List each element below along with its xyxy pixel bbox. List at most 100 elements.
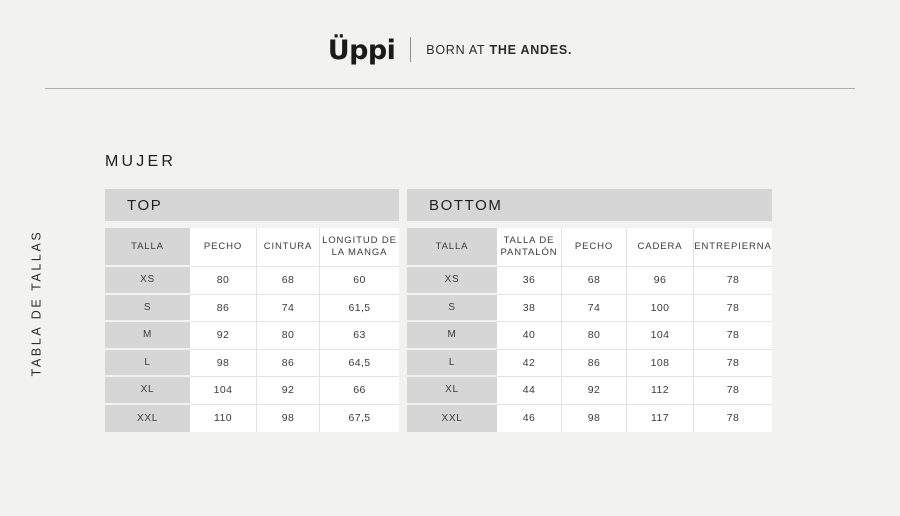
column-header-talla: TALLA: [407, 228, 497, 267]
cell-cintura: 74: [257, 294, 320, 322]
table-row: M 92 80 63: [105, 322, 399, 350]
size-table-top: TOP TALLA PECHO CINTURA LONGITUD DE LA M…: [105, 189, 399, 432]
cell-longitud-manga: 67,5: [320, 404, 399, 432]
cell-size: M: [105, 322, 190, 350]
cell-longitud-manga: 64,5: [320, 349, 399, 377]
column-header-talla-pantalon: TALLA DE PANTALÓN: [497, 228, 562, 267]
cell-talla-pantalon: 38: [497, 294, 562, 322]
cell-cintura: 98: [257, 404, 320, 432]
cell-longitud-manga: 63: [320, 322, 399, 350]
column-header-talla: TALLA: [105, 228, 190, 267]
table-body: XS 80 68 60 S 86 74 61,5 M 92 80 63 L 98…: [105, 267, 399, 432]
cell-longitud-manga: 61,5: [320, 294, 399, 322]
cell-pecho: 74: [562, 294, 627, 322]
table-band-title: TOP: [127, 196, 163, 214]
table-row: XL 44 92 112 78: [407, 377, 772, 405]
cell-size: S: [407, 294, 497, 322]
table-head: TALLA PECHO CINTURA LONGITUD DE LA MANGA: [105, 228, 399, 267]
cell-longitud-manga: 66: [320, 377, 399, 405]
cell-size: XL: [105, 377, 190, 405]
table-row: L 42 86 108 78: [407, 349, 772, 377]
cell-size: S: [105, 294, 190, 322]
column-header-cadera: CADERA: [627, 228, 694, 267]
table-row: M 40 80 104 78: [407, 322, 772, 350]
cell-entrepierna: 78: [694, 349, 772, 377]
cell-cintura: 80: [257, 322, 320, 350]
cell-pecho: 80: [190, 267, 257, 295]
cell-size: L: [105, 349, 190, 377]
table-row: XS 80 68 60: [105, 267, 399, 295]
cell-entrepierna: 78: [694, 377, 772, 405]
cell-pecho: 98: [190, 349, 257, 377]
table-band-bottom: BOTTOM: [407, 189, 772, 221]
vertical-section-label: TABLA DE TALLAS: [24, 188, 48, 418]
cell-pecho: 86: [190, 294, 257, 322]
size-table-bottom: BOTTOM TALLA TALLA DE PANTALÓN PECHO CAD…: [407, 189, 772, 432]
table-row: S 38 74 100 78: [407, 294, 772, 322]
page-title: MUJER: [105, 153, 177, 170]
table-band-title: BOTTOM: [429, 196, 503, 214]
table-header-row: TALLA TALLA DE PANTALÓN PECHO CADERA ENT…: [407, 228, 772, 267]
cell-pecho: 92: [562, 377, 627, 405]
table-band-top: TOP: [105, 189, 399, 221]
cell-entrepierna: 78: [694, 404, 772, 432]
vertical-section-label-text: TABLA DE TALLAS: [29, 229, 44, 377]
lippi-logo: Üppi: [327, 35, 396, 66]
cell-pecho: 92: [190, 322, 257, 350]
cell-cadera: 112: [627, 377, 694, 405]
header-divider-rule: [45, 88, 855, 89]
table-row: XL 104 92 66: [105, 377, 399, 405]
cell-pecho: 68: [562, 267, 627, 295]
cell-entrepierna: 78: [694, 322, 772, 350]
column-header-entrepierna: ENTREPIERNA: [694, 228, 772, 267]
cell-talla-pantalon: 36: [497, 267, 562, 295]
table-row: L 98 86 64,5: [105, 349, 399, 377]
brand-tagline: BORN AT THE ANDES.: [426, 43, 572, 57]
cell-talla-pantalon: 46: [497, 404, 562, 432]
cell-longitud-manga: 60: [320, 267, 399, 295]
column-header-longitud-manga: LONGITUD DE LA MANGA: [320, 228, 399, 267]
column-header-pecho: PECHO: [562, 228, 627, 267]
cell-talla-pantalon: 42: [497, 349, 562, 377]
cell-pecho: 104: [190, 377, 257, 405]
cell-size: XS: [407, 267, 497, 295]
cell-cadera: 117: [627, 404, 694, 432]
table-row: S 86 74 61,5: [105, 294, 399, 322]
cell-size: XL: [407, 377, 497, 405]
column-header-pecho: PECHO: [190, 228, 257, 267]
cell-cadera: 96: [627, 267, 694, 295]
cell-cintura: 86: [257, 349, 320, 377]
cell-talla-pantalon: 44: [497, 377, 562, 405]
cell-size: L: [407, 349, 497, 377]
cell-cadera: 104: [627, 322, 694, 350]
table-row: XXL 110 98 67,5: [105, 404, 399, 432]
logo-divider: [410, 37, 412, 62]
measurements-table-bottom: TALLA TALLA DE PANTALÓN PECHO CADERA ENT…: [407, 228, 772, 432]
cell-size: XXL: [407, 404, 497, 432]
tagline-light-part: BORN AT: [426, 42, 490, 57]
cell-cadera: 108: [627, 349, 694, 377]
cell-pecho: 80: [562, 322, 627, 350]
cell-pecho: 110: [190, 404, 257, 432]
cell-size: M: [407, 322, 497, 350]
cell-size: XXL: [105, 404, 190, 432]
cell-entrepierna: 78: [694, 294, 772, 322]
cell-cintura: 92: [257, 377, 320, 405]
cell-size: XS: [105, 267, 190, 295]
measurements-table-top: TALLA PECHO CINTURA LONGITUD DE LA MANGA…: [105, 228, 399, 432]
cell-cadera: 100: [627, 294, 694, 322]
cell-talla-pantalon: 40: [497, 322, 562, 350]
cell-entrepierna: 78: [694, 267, 772, 295]
brand-lockup: Üppi BORN AT THE ANDES.: [0, 35, 900, 66]
table-body: XS 36 68 96 78 S 38 74 100 78 M 40 80 10…: [407, 267, 772, 432]
page-header: Üppi BORN AT THE ANDES.: [0, 0, 900, 89]
table-head: TALLA TALLA DE PANTALÓN PECHO CADERA ENT…: [407, 228, 772, 267]
column-header-cintura: CINTURA: [257, 228, 320, 267]
table-row: XS 36 68 96 78: [407, 267, 772, 295]
tagline-bold-part: THE ANDES.: [489, 42, 573, 57]
cell-pecho: 86: [562, 349, 627, 377]
table-row: XXL 46 98 117 78: [407, 404, 772, 432]
cell-pecho: 98: [562, 404, 627, 432]
cell-cintura: 68: [257, 267, 320, 295]
table-header-row: TALLA PECHO CINTURA LONGITUD DE LA MANGA: [105, 228, 399, 267]
